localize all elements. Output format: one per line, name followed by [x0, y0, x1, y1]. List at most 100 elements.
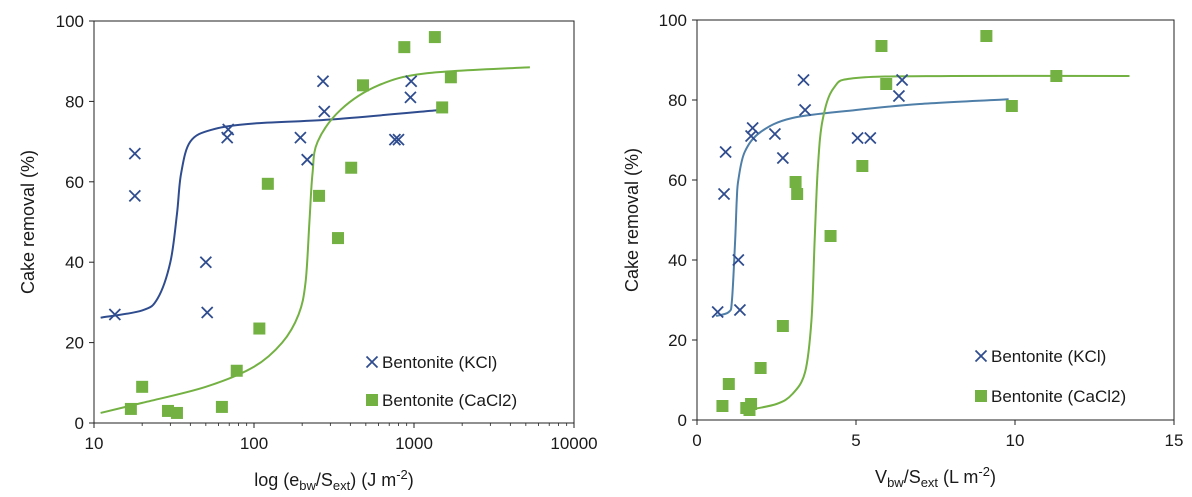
- x-stroke: [797, 73, 810, 87]
- fit-curve-kcl: [100, 109, 438, 319]
- x-stroke: [895, 73, 909, 87]
- point-square-marker: [124, 402, 137, 415]
- legend-label: Bentonite (KCl): [382, 353, 497, 372]
- point-square-marker: [791, 188, 804, 200]
- x-label-text: V: [875, 467, 887, 487]
- point-x-marker: [404, 91, 417, 104]
- x-label-text: /S: [904, 467, 921, 487]
- x-tick-label: 0: [692, 431, 701, 450]
- point-square-marker: [745, 398, 758, 410]
- point-x-marker: [199, 256, 212, 269]
- point-x-marker: [318, 105, 331, 118]
- point-x-marker: [294, 131, 307, 144]
- x-stroke: [776, 151, 789, 165]
- legend-label: Bentonite (CaCl2): [991, 387, 1126, 406]
- y-axis-label: Cake removal (%): [18, 150, 38, 294]
- point-square-marker: [253, 322, 266, 335]
- point-square-marker: [428, 31, 441, 44]
- x-stroke: [732, 253, 745, 267]
- y-tick-label: 60: [668, 171, 687, 190]
- fit-curve-cacl2: [747, 74, 1130, 411]
- y-tick-label: 0: [678, 411, 687, 430]
- x-label-text: ) (J m: [350, 470, 396, 490]
- y-tick-label: 0: [75, 414, 84, 433]
- point-x-marker: [864, 131, 877, 145]
- x-stroke: [405, 75, 418, 88]
- x-stroke: [851, 131, 864, 145]
- y-tick-label: 40: [65, 253, 84, 272]
- x-stroke: [864, 131, 877, 145]
- y-tick-label: 20: [668, 331, 687, 350]
- y-tick-label: 80: [668, 91, 687, 110]
- point-square-marker: [436, 101, 449, 114]
- point-x-marker: [719, 145, 732, 159]
- x-stroke: [294, 131, 307, 144]
- point-square-marker: [754, 362, 767, 374]
- x-stroke: [404, 91, 417, 104]
- point-x-marker: [892, 89, 906, 103]
- point-x-marker: [851, 131, 864, 145]
- x-label-subscript: bw: [887, 475, 904, 490]
- point-x-marker: [776, 151, 789, 165]
- x-stroke: [719, 145, 732, 159]
- x-stroke: [199, 256, 212, 269]
- x-stroke: [108, 308, 121, 321]
- x-label-text: ): [990, 467, 996, 487]
- x-label-subscript: bw: [299, 478, 316, 493]
- point-square-marker: [136, 380, 149, 393]
- x-stroke: [316, 75, 330, 88]
- y-tick-label: 60: [65, 173, 84, 192]
- x-stroke: [222, 123, 235, 136]
- x-stroke: [365, 355, 379, 369]
- x-axis-label: Vbw/Sext (L m-2): [875, 464, 996, 490]
- x-stroke: [892, 89, 906, 103]
- point-x-marker: [733, 303, 747, 317]
- point-x-marker: [717, 187, 731, 201]
- x-stroke: [318, 105, 331, 118]
- point-square-marker: [313, 189, 326, 202]
- x-label-superscript: -2: [978, 464, 990, 479]
- point-square-marker: [776, 320, 789, 332]
- point-square-marker: [716, 400, 729, 412]
- x-label-text: /S: [316, 470, 333, 490]
- plot-frame: [93, 20, 575, 424]
- point-square-marker: [880, 78, 893, 90]
- legend-square-marker: [975, 390, 987, 402]
- x-tick-label: 10: [85, 434, 104, 453]
- x-label-text: log (e: [254, 470, 299, 490]
- y-axis-label: Cake removal (%): [622, 148, 642, 292]
- x-axis-label: log (ebw/Sext) (J m-2): [254, 467, 414, 493]
- point-square-marker: [444, 71, 457, 84]
- x-stroke: [733, 303, 747, 317]
- x-label-subscript: ext: [333, 478, 351, 493]
- point-square-marker: [230, 364, 243, 377]
- point-square-marker: [332, 232, 345, 245]
- point-x-marker: [798, 103, 812, 117]
- right-chart: 0 20 40 60 80 100 0 5 10 15 Cake removal (%) Vbw/Se…: [622, 11, 1183, 490]
- x-label-superscript: -2: [396, 467, 408, 482]
- y-tick-label: 80: [65, 92, 84, 111]
- x-tick-label: 1000: [395, 434, 433, 453]
- point-square-marker: [261, 177, 274, 190]
- fit-curve-cacl2: [100, 66, 530, 414]
- y-tick-label: 20: [65, 334, 84, 353]
- point-x-marker: [711, 305, 724, 319]
- point-x-marker: [768, 127, 782, 141]
- x-stroke: [128, 189, 141, 203]
- point-x-marker: [128, 189, 141, 203]
- point-square-marker: [824, 230, 837, 242]
- point-square-marker: [1005, 100, 1018, 112]
- plot-frame: [696, 19, 1175, 421]
- point-square-marker: [856, 160, 869, 172]
- point-x-marker: [797, 73, 810, 87]
- legend-label: Bentonite (KCl): [991, 347, 1106, 366]
- point-x-marker: [301, 153, 314, 166]
- x-stroke: [301, 153, 314, 166]
- x-stroke: [768, 127, 782, 141]
- x-label-subscript: ext: [921, 475, 939, 490]
- point-square-marker: [345, 161, 358, 174]
- x-stroke: [392, 133, 405, 146]
- point-square-marker: [1050, 70, 1063, 82]
- point-x-marker: [108, 308, 121, 321]
